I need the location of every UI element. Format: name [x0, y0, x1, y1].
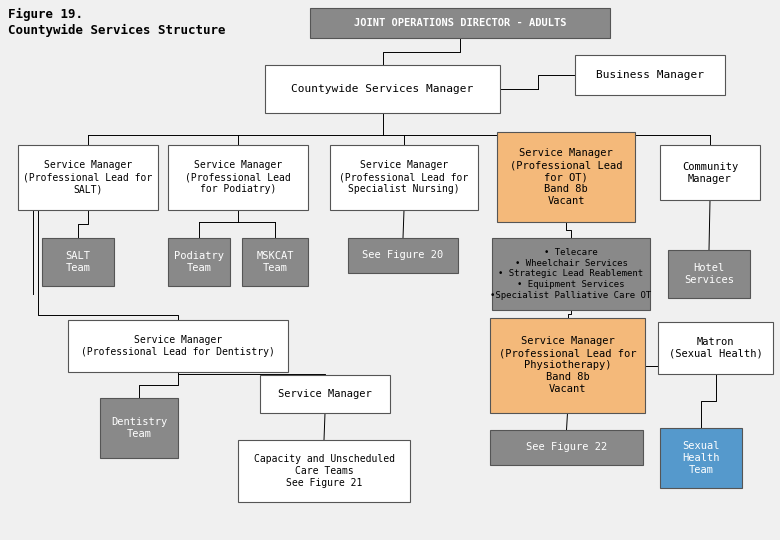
FancyBboxPatch shape — [260, 375, 390, 413]
FancyBboxPatch shape — [490, 430, 643, 465]
FancyBboxPatch shape — [497, 132, 635, 222]
Text: Capacity and Unscheduled
Care Teams
See Figure 21: Capacity and Unscheduled Care Teams See … — [254, 454, 395, 488]
FancyBboxPatch shape — [490, 318, 645, 413]
FancyBboxPatch shape — [348, 238, 458, 273]
FancyBboxPatch shape — [660, 145, 760, 200]
Text: Podiatry
Team: Podiatry Team — [174, 251, 224, 273]
FancyBboxPatch shape — [660, 428, 742, 488]
FancyBboxPatch shape — [242, 238, 308, 286]
Text: Sexual
Health
Team: Sexual Health Team — [682, 441, 720, 475]
Text: Service Manager
(Professional Lead for
SALT): Service Manager (Professional Lead for S… — [23, 160, 153, 194]
Text: Service Manager
(Professional Lead for
Physiotherapy)
Band 8b
Vacant: Service Manager (Professional Lead for P… — [498, 336, 636, 395]
Text: • Telecare
• Wheelchair Services
• Strategic Lead Reablement
• Equipment Service: • Telecare • Wheelchair Services • Strat… — [491, 248, 651, 300]
Text: Service Manager
(Professional Lead
for OT)
Band 8b
Vacant: Service Manager (Professional Lead for O… — [510, 148, 622, 206]
Text: MSKCAT
Team: MSKCAT Team — [257, 251, 294, 273]
FancyBboxPatch shape — [100, 398, 178, 458]
FancyBboxPatch shape — [310, 8, 610, 38]
FancyBboxPatch shape — [168, 145, 308, 210]
Text: Service Manager
(Professional Lead
for Podiatry): Service Manager (Professional Lead for P… — [185, 160, 291, 194]
Text: Countywide Services Manager: Countywide Services Manager — [292, 84, 473, 94]
FancyBboxPatch shape — [265, 65, 500, 113]
Text: Figure 19.: Figure 19. — [8, 8, 83, 21]
Text: Service Manager: Service Manager — [278, 389, 372, 399]
Text: Matron
(Sexual Health): Matron (Sexual Health) — [668, 337, 762, 359]
Text: Dentistry
Team: Dentistry Team — [111, 417, 167, 439]
Text: Business Manager: Business Manager — [596, 70, 704, 80]
FancyBboxPatch shape — [238, 440, 410, 502]
Text: See Figure 22: See Figure 22 — [526, 442, 607, 453]
Text: Service Manager
(Professional Lead for
Specialist Nursing): Service Manager (Professional Lead for S… — [339, 160, 469, 194]
FancyBboxPatch shape — [42, 238, 114, 286]
Text: Service Manager
(Professional Lead for Dentistry): Service Manager (Professional Lead for D… — [81, 335, 275, 357]
Text: Countywide Services Structure: Countywide Services Structure — [8, 24, 225, 37]
Text: JOINT OPERATIONS DIRECTOR - ADULTS: JOINT OPERATIONS DIRECTOR - ADULTS — [354, 18, 566, 28]
FancyBboxPatch shape — [168, 238, 230, 286]
FancyBboxPatch shape — [575, 55, 725, 95]
FancyBboxPatch shape — [330, 145, 478, 210]
FancyBboxPatch shape — [492, 238, 650, 310]
Text: Hotel
Services: Hotel Services — [684, 263, 734, 285]
Text: Community
Manager: Community Manager — [682, 161, 738, 184]
Text: See Figure 20: See Figure 20 — [363, 251, 444, 260]
FancyBboxPatch shape — [658, 322, 773, 374]
FancyBboxPatch shape — [668, 250, 750, 298]
Text: SALT
Team: SALT Team — [66, 251, 90, 273]
FancyBboxPatch shape — [18, 145, 158, 210]
FancyBboxPatch shape — [68, 320, 288, 372]
